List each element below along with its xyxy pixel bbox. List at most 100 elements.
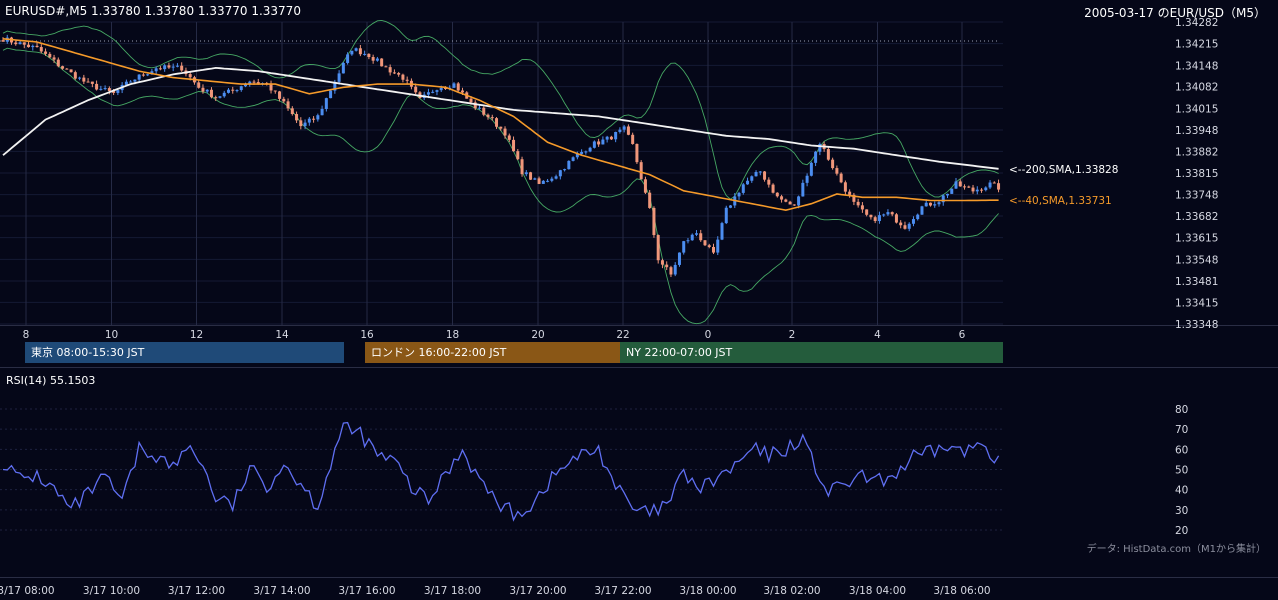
candle-body [558,170,562,177]
candle-body [27,44,31,48]
candle-body [61,66,65,69]
price-tick-label: 1.33615 [1175,233,1218,245]
candle-body [580,151,584,154]
candle-body [65,68,69,70]
candle-body [388,67,392,73]
candle-body [44,51,48,54]
candle-body [456,83,460,91]
candle-body [916,214,920,220]
datetime-tick-label: 3/18 02:00 [763,585,820,597]
candle-body [643,179,647,193]
candle-body [541,180,545,184]
candle-body [384,66,388,68]
candle-body [244,84,248,87]
candle-body [167,65,171,68]
candle-body [686,240,690,242]
candle-body [375,58,379,61]
candle-body [741,184,745,193]
candle-body [763,171,767,180]
datetime-tick-label: 3/17 10:00 [83,585,140,597]
candle-body [1,40,5,42]
candle-body [605,136,609,140]
candle-body [533,178,537,180]
candle-body [18,42,22,45]
candle-body [39,47,43,52]
candle-body [626,126,630,135]
datetime-tick-label: 3/17 14:00 [253,585,310,597]
candle-body [175,65,179,67]
hour-tick-label: 22 [616,329,629,341]
rsi-tick-label: 70 [1175,424,1188,436]
hour-tick-label: 16 [360,329,374,341]
price-tick-label: 1.34148 [1175,60,1218,72]
sma200-annotation: <--200,SMA,1.33828 [1009,164,1118,176]
candle-body [460,90,464,93]
candle-body [209,89,213,98]
candle-body [22,42,26,45]
candle-body [614,131,618,140]
candle-body [397,73,401,75]
candle-body [950,188,954,194]
datetime-tick-label: 3/17 12:00 [168,585,225,597]
candle-body [865,209,869,215]
candle-body [103,88,107,90]
rsi-label: RSI(14) 55.1503 [6,374,96,387]
candle-body [405,79,409,81]
candle-body [928,202,932,206]
candle-body [975,189,979,192]
candle-body [295,114,299,121]
candle-body [537,178,541,184]
hour-tick-label: 8 [23,329,30,341]
candle-body [282,98,286,102]
candle-body [924,202,928,207]
candle-body [52,57,56,60]
candle-body [890,212,894,215]
candle-body [358,48,362,55]
bollinger-band-upper [2,19,999,200]
candle-body [290,108,294,115]
candle-body [222,92,226,97]
candle-body [724,207,728,224]
candle-body [945,193,949,196]
candle-body [886,212,890,215]
candle-body [933,204,937,206]
candle-body [852,194,856,202]
candle-body [737,192,741,197]
rsi-line [2,421,1000,522]
candle-body [226,89,230,93]
candle-body [239,86,243,91]
candle-body [941,195,945,203]
candle-body [452,83,456,88]
candle-body [958,181,962,187]
candle-body [218,96,222,98]
candle-body [333,81,337,91]
candle-body [524,172,528,175]
candle-body [967,186,971,188]
candle-body [984,187,988,191]
candle-body [495,118,499,127]
candle-body [473,102,477,109]
candle-body [299,120,303,127]
candle-body [150,71,154,75]
candle-body [971,187,975,192]
candle-body [767,179,771,185]
candle-body [963,186,967,188]
candle-body [882,214,886,216]
candle-body [367,53,371,57]
candle-body [341,62,345,74]
candle-body [205,89,209,92]
price-tick-label: 1.34082 [1175,82,1218,94]
candle-body [82,77,86,82]
candle-body [839,173,843,183]
candle-body [273,90,277,92]
candle-body [716,239,720,253]
hour-tick-label: 12 [190,329,203,341]
datetime-tick-label: 3/17 16:00 [338,585,395,597]
candle-body [116,90,120,93]
candle-body [401,74,405,80]
sma200-line [2,66,999,170]
data-source-credit: データ: HistData.com（M1から集計） [1086,544,1266,555]
candle-body [90,81,94,84]
candle-body [746,180,750,185]
